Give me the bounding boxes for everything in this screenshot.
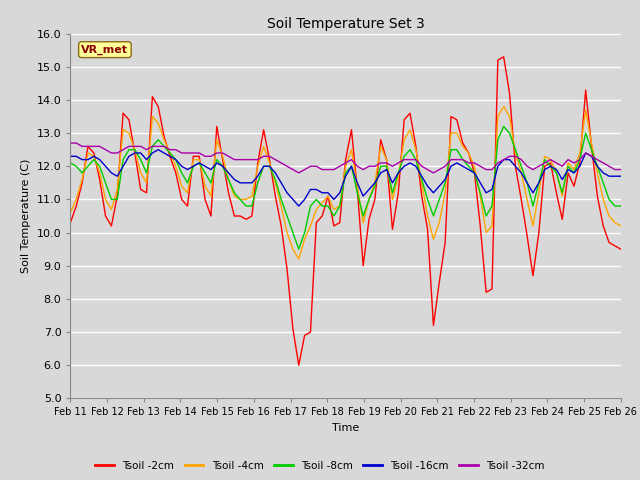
Y-axis label: Soil Temperature (C): Soil Temperature (C) xyxy=(21,159,31,273)
Title: Soil Temperature Set 3: Soil Temperature Set 3 xyxy=(267,17,424,31)
Text: VR_met: VR_met xyxy=(81,45,129,55)
Legend: Tsoil -2cm, Tsoil -4cm, Tsoil -8cm, Tsoil -16cm, Tsoil -32cm: Tsoil -2cm, Tsoil -4cm, Tsoil -8cm, Tsoi… xyxy=(91,456,549,475)
X-axis label: Time: Time xyxy=(332,423,359,433)
